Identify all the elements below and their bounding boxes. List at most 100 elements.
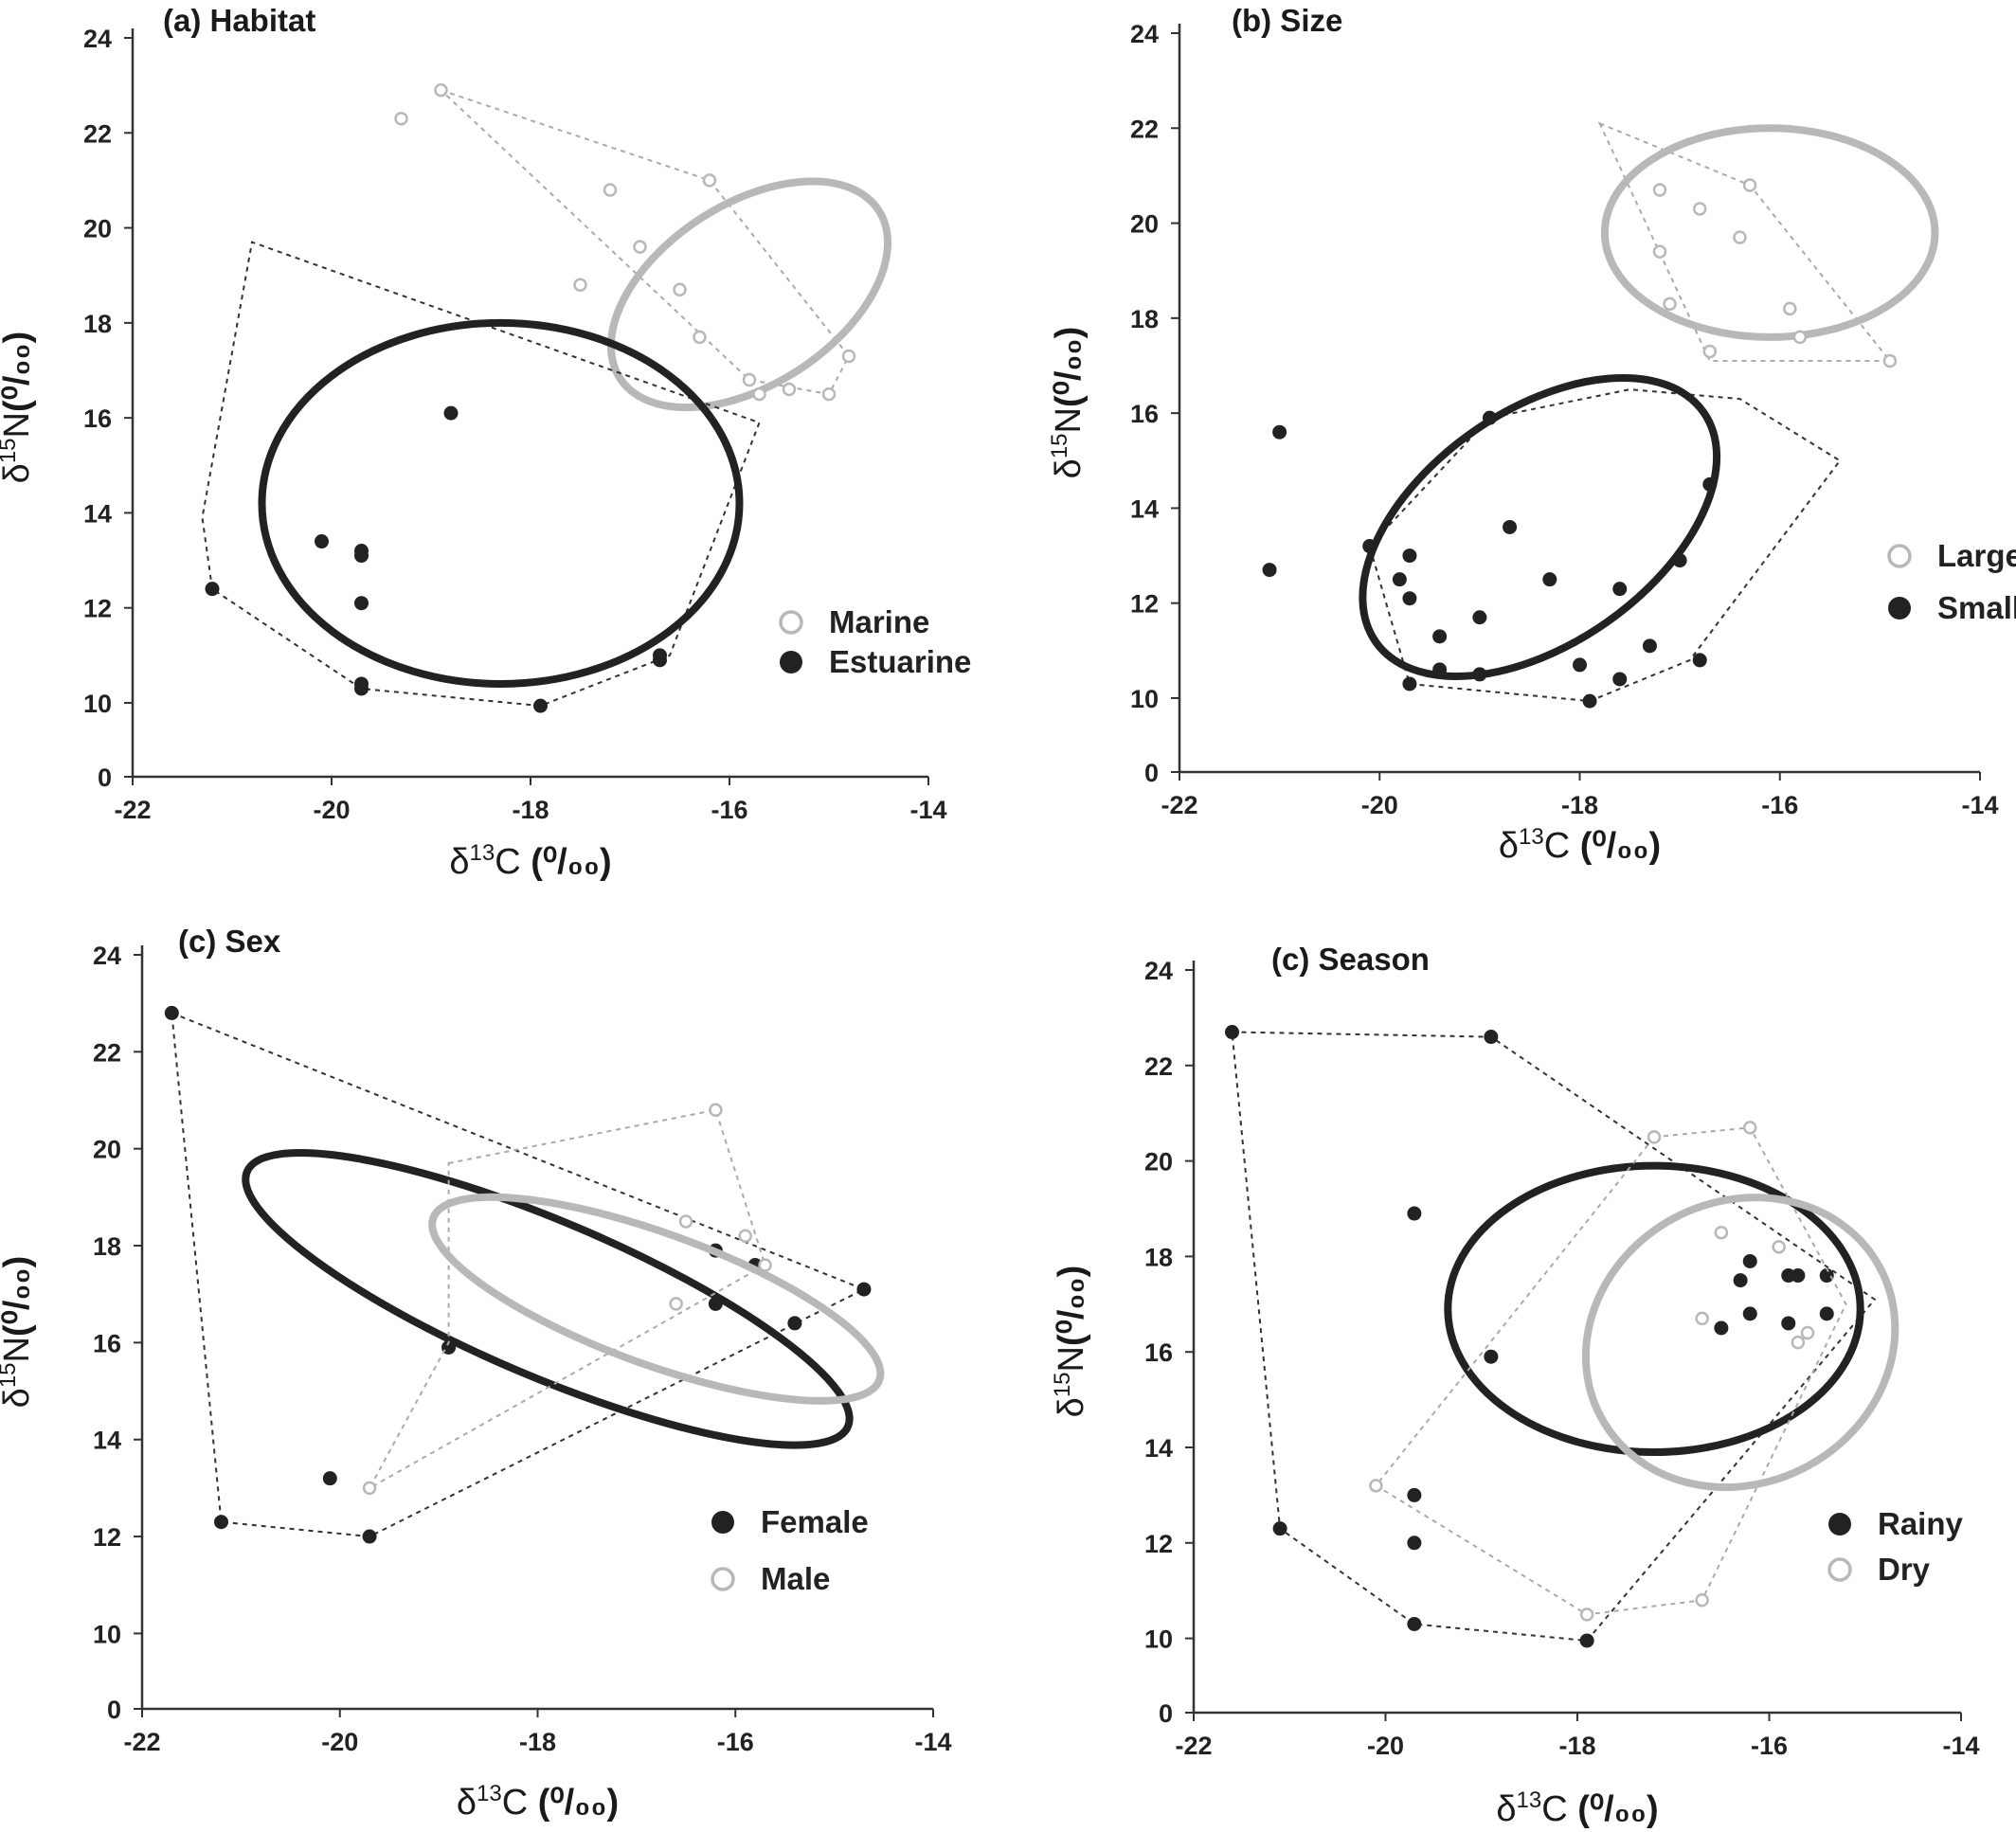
data-point (758, 1258, 772, 1272)
sea-ellipse (1444, 1161, 1864, 1457)
data-point (1714, 1225, 1729, 1240)
data-point (1402, 548, 1417, 564)
y-tick-label: 10 (1144, 1625, 1173, 1654)
data-point (1612, 672, 1628, 687)
data-point (354, 596, 369, 611)
data-point (1733, 1273, 1748, 1288)
series-rainy (1225, 1025, 1877, 1648)
panel-1: -22 -20 -18 -16 -14 0 10 12 14 16 18 20 22 24 (a) Habi… (0, 3, 971, 882)
y-tick-label: 16 (93, 1329, 121, 1357)
convex-hull (201, 241, 761, 708)
data-point (394, 111, 408, 126)
legend-label: Male (761, 1561, 830, 1596)
series-female (164, 1005, 872, 1544)
y-tick-label: 14 (83, 499, 112, 528)
data-point (1742, 1306, 1757, 1321)
y-tick-label: 16 (1130, 400, 1159, 428)
sea-ellipse (242, 1149, 854, 1449)
y-tick-label: 0 (1159, 1699, 1173, 1728)
x-tick-label: -22 (123, 1728, 160, 1756)
legend-marker (780, 651, 802, 674)
y-tick-label: 16 (1144, 1338, 1173, 1367)
data-point (1663, 296, 1677, 312)
series-dry (1369, 1121, 1899, 1622)
data-point (205, 582, 220, 597)
y-axis-label: δ15N(⁰/₀₀) (0, 1256, 37, 1409)
x-tick-label: -14 (1942, 1732, 1979, 1760)
y-tick-label: 12 (83, 595, 112, 623)
y-tick-label: 20 (1144, 1148, 1173, 1176)
data-point (1714, 1320, 1729, 1336)
data-point (1781, 1316, 1796, 1331)
y-tick-label: 20 (83, 215, 112, 243)
data-point (1402, 591, 1417, 606)
y-tick-label: 16 (83, 404, 112, 433)
data-point (573, 278, 587, 292)
x-tick-label: -20 (321, 1728, 358, 1756)
data-point (1702, 344, 1718, 359)
data-point (443, 405, 459, 421)
x-axis-label: δ13C (⁰/₀₀) (1496, 1787, 1658, 1829)
legend-marker (1828, 1513, 1851, 1536)
data-point (1742, 178, 1757, 192)
data-point (1573, 657, 1587, 673)
data-point (362, 1529, 377, 1544)
data-point (1695, 1593, 1709, 1607)
x-tick-label: -22 (1161, 791, 1197, 819)
data-point (164, 1005, 179, 1020)
data-point (669, 1297, 683, 1311)
data-point (315, 534, 329, 549)
data-point (1882, 353, 1898, 368)
data-point (214, 1515, 228, 1530)
series-small (1262, 373, 1842, 709)
data-point (653, 653, 667, 668)
y-tick-label: 0 (107, 1696, 121, 1724)
y-tick-label: 24 (83, 25, 112, 53)
x-tick-label: -20 (1361, 791, 1398, 819)
legend-marker (1888, 597, 1911, 620)
data-point (1582, 693, 1597, 709)
y-tick-label: 22 (93, 1038, 121, 1067)
data-point (1472, 667, 1487, 682)
y-tick-label: 24 (93, 942, 121, 970)
data-point (787, 1316, 802, 1331)
y-axis-label: δ15N(⁰/₀₀) (1047, 327, 1089, 479)
legend-marker (779, 610, 803, 635)
sea-ellipse (1600, 124, 1939, 341)
y-tick-label: 12 (1144, 1530, 1173, 1558)
panel-3: -22 -20 -18 -16 -14 0 10 12 14 16 18 20 22 24 (c) Sex δ… (0, 924, 952, 1823)
series-male (362, 1103, 885, 1496)
data-point (1819, 1268, 1834, 1284)
data-point (738, 1229, 752, 1244)
data-point (1647, 1130, 1662, 1144)
panel-title: (c) Sex (178, 924, 281, 959)
x-tick-label: -14 (914, 1728, 951, 1756)
series-large (1597, 121, 1939, 368)
y-axis-label: δ15N(⁰/₀₀) (0, 332, 37, 484)
data-point (354, 548, 369, 564)
data-point (1772, 1240, 1786, 1254)
legend-label: Rainy (1878, 1506, 1964, 1541)
data-point (1783, 301, 1797, 316)
y-tick-label: 18 (1144, 1243, 1173, 1271)
legend-label: Small (1937, 590, 2016, 625)
legend-marker (711, 1511, 734, 1534)
panel-4: -22 -20 -18 -16 -14 0 10 12 14 16 18 20 22 24 (c) Seas… (1050, 942, 1980, 1829)
data-point (1407, 1206, 1422, 1221)
y-tick-label: 18 (1130, 305, 1159, 333)
y-tick-label: 10 (1130, 685, 1159, 713)
data-point (1484, 1349, 1499, 1364)
y-tick-label: 14 (1130, 494, 1159, 523)
x-tick-label: -20 (1367, 1732, 1404, 1760)
data-point (1362, 539, 1377, 554)
legend-label: Estuarine (829, 644, 971, 679)
data-point (673, 282, 687, 297)
convex-hull (1231, 1031, 1877, 1643)
data-point (1652, 183, 1667, 197)
sea-ellipse (1359, 373, 1721, 680)
y-tick-label: 20 (93, 1136, 121, 1164)
data-point (1792, 330, 1808, 345)
data-point (1733, 230, 1747, 244)
data-point (1482, 410, 1497, 425)
